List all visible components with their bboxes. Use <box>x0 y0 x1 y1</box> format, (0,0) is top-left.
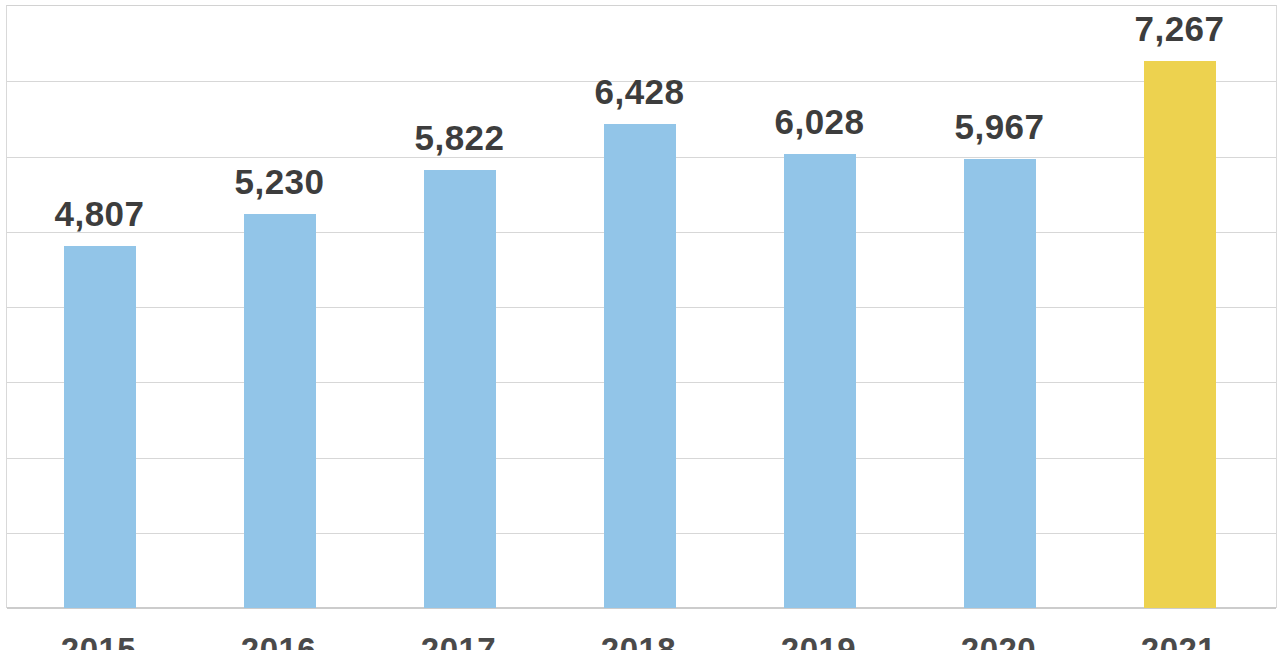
bar-2019 <box>784 154 856 608</box>
value-label-2016: 5,230 <box>190 164 370 199</box>
value-label-2015: 4,807 <box>10 196 190 231</box>
value-label-2021: 7,267 <box>1090 11 1270 46</box>
value-label-2020: 5,967 <box>910 109 1090 144</box>
bar-2016 <box>244 214 316 608</box>
plot-area: 4,8075,2305,8226,4286,0285,967 7,267 <box>6 5 1277 608</box>
bar-2020 <box>964 159 1036 608</box>
bar-2015 <box>64 246 136 608</box>
bar-chart: 4,8075,2305,8226,4286,0285,967 7,267 2015… <box>0 0 1280 650</box>
x-axis-label-2017: 2017 <box>369 633 549 650</box>
x-axis-label-2018: 2018 <box>549 633 729 650</box>
x-axis-label-2020: 2020 <box>909 633 1089 650</box>
bar-2018 <box>604 124 676 608</box>
x-axis-label-2021: 2021 <box>1089 633 1269 650</box>
x-axis-label-2019: 2019 <box>729 633 909 650</box>
x-axis-label-2015: 2015 <box>9 633 189 650</box>
x-axis-label-2016: 2016 <box>189 633 369 650</box>
value-label-2018: 6,428 <box>550 74 730 109</box>
bar-2021 <box>1144 61 1216 608</box>
value-label-2019: 6,028 <box>730 104 910 139</box>
value-label-2017: 5,822 <box>370 120 550 155</box>
bar-2017 <box>424 170 496 608</box>
